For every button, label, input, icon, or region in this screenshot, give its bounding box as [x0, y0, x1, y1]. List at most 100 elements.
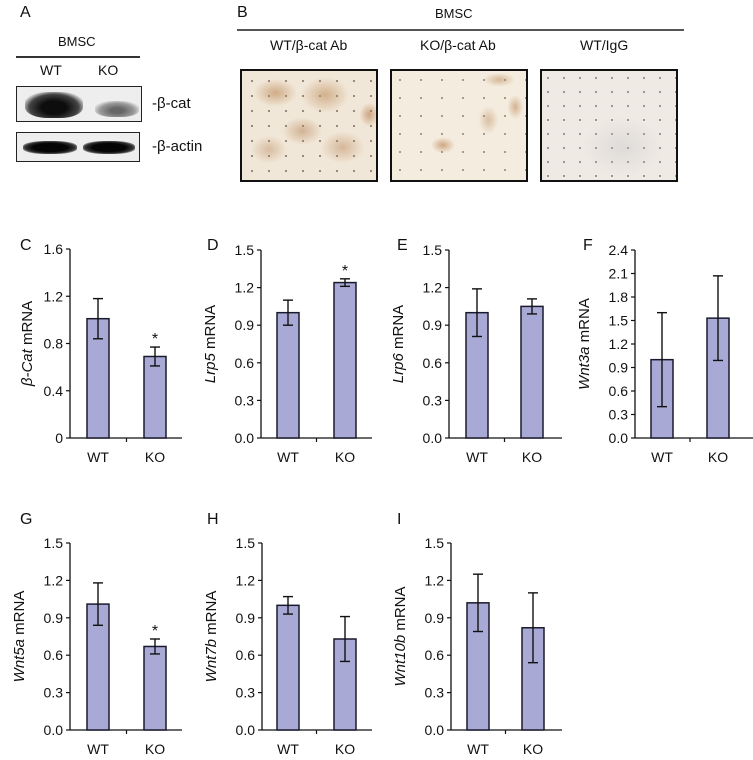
chart-i-y-tick-label: 1.2: [425, 572, 445, 588]
chart-h-bar-wt: [276, 604, 300, 731]
chart-c-significance-star: *: [152, 331, 158, 348]
chart-e-x-label: KO: [522, 449, 542, 465]
chart-g-y-tick-label: 1.5: [44, 535, 64, 551]
chart-i-y-tick-label: 0.6: [425, 647, 445, 663]
chart-h-y-tick-label: 0.0: [236, 722, 256, 738]
panel-b-group-label: BMSC: [435, 6, 473, 21]
chart-d-significance-star: *: [342, 263, 348, 280]
chart-c-y-tick-label: 0: [55, 430, 63, 446]
chart-e-y-label: Lrp6 mRNA: [390, 305, 407, 383]
chart-i-y-label: Wnt10b mRNA: [392, 586, 409, 686]
chart-g-y-label: Wnt5a mRNA: [11, 591, 28, 683]
band-ko-beta-actin: [83, 141, 135, 154]
micro-label-wt-igg: WT/IgG: [580, 37, 629, 53]
chart-e-y-tick-label: 1.5: [423, 242, 443, 258]
chart-i-y-tick-label: 0.9: [425, 610, 445, 626]
chart-d-bar-wt: [276, 311, 300, 439]
chart-c-y-tick-label: 1.2: [44, 288, 64, 304]
panel-e-letter: E: [397, 237, 408, 254]
chart-i-y-tick-label: 1.5: [425, 535, 445, 551]
chart-f-y-tick-label: 2.4: [609, 242, 629, 258]
panel-a-group-label: BMSC: [58, 34, 96, 49]
chart-h-y-tick-label: 0.9: [236, 610, 256, 626]
chart-f-y-tick-label: 0.9: [609, 360, 629, 376]
chart-g-significance-star: *: [152, 623, 158, 640]
micro-label-wt-bcat: WT/β-cat Ab: [270, 37, 348, 53]
lane-label-wt: WT: [40, 62, 62, 78]
chart-f-y-label: Wnt3a mRNA: [576, 298, 593, 390]
chart-e-y-tick-label: 0.0: [423, 430, 443, 446]
panel-c-letter: C: [20, 237, 32, 254]
chart-c-x-label: WT: [87, 449, 109, 465]
chart-g-y-tick-label: 0.3: [44, 685, 64, 701]
lane-label-ko: KO: [98, 62, 119, 78]
chart-g-x-label: KO: [145, 741, 165, 757]
chart-f-y-tick-label: 0.3: [609, 407, 629, 423]
chart-d-bar-ko: [333, 281, 357, 439]
chart-c-y-tick-label: 1.6: [44, 241, 64, 257]
chart-g-x-label: WT: [87, 741, 109, 757]
chart-e-y-tick-label: 0.3: [423, 392, 443, 408]
chart-e-x-label: WT: [466, 449, 488, 465]
chart-e-y-tick-label: 1.2: [423, 280, 443, 296]
panel-b-group-line: [237, 29, 684, 31]
micrograph-wt-igg: [540, 69, 678, 182]
chart-c-bar-ko: [143, 355, 167, 439]
chart-h-x-label: WT: [277, 741, 299, 757]
micrograph-wt-beta-cat: [240, 69, 378, 182]
panel-b-letter: B: [237, 4, 248, 21]
chart-f-x-label: KO: [708, 449, 728, 465]
chart-f-y-tick-label: 2.1: [609, 266, 629, 282]
chart-g-y-tick-label: 0.0: [44, 722, 64, 738]
band-wt-beta-cat: [25, 92, 83, 118]
chart-f-y-tick-label: 1.8: [609, 289, 629, 305]
chart-e-y-tick-label: 0.6: [423, 355, 443, 371]
chart-d-y-label: Lrp5 mRNA: [202, 305, 219, 383]
chart-d-x-label: WT: [277, 449, 299, 465]
chart-c-x-label: KO: [145, 449, 165, 465]
chart-i-x-label: KO: [523, 741, 543, 757]
chart-d-y-tick-label: 1.2: [235, 280, 255, 296]
chart-d-y-tick-label: 0.3: [235, 392, 255, 408]
panel-h-letter: H: [207, 511, 219, 528]
chart-f-y-tick-label: 1.5: [609, 313, 629, 329]
chart-d-y-tick-label: 1.5: [235, 242, 255, 258]
chart-d-y-tick-label: 0.6: [235, 355, 255, 371]
micro-label-ko-bcat: KO/β-cat Ab: [420, 37, 496, 53]
beta-actin-blot: [16, 132, 140, 162]
chart-e-y-tick-label: 0.9: [423, 317, 443, 333]
chart-g-y-tick-label: 0.6: [44, 647, 64, 663]
chart-c-y-label: β-Cat mRNA: [19, 301, 36, 387]
band-ko-beta-cat: [95, 101, 139, 117]
beta-cat-blot: [16, 86, 142, 122]
chart-e-bar-ko: [520, 305, 544, 439]
chart-c-y-tick-label: 0.4: [44, 383, 64, 399]
band-wt-beta-actin: [23, 141, 77, 154]
beta-actin-label: -β-actin: [152, 138, 203, 155]
chart-h-x-label: KO: [335, 741, 355, 757]
chart-f-x-label: WT: [651, 449, 673, 465]
chart-f-y-tick-label: 0.0: [609, 430, 629, 446]
chart-h-y-tick-label: 1.2: [236, 572, 256, 588]
chart-g-bar-ko: [143, 645, 167, 731]
chart-g-y-tick-label: 1.2: [44, 572, 64, 588]
chart-h-y-label: Wnt7b mRNA: [203, 591, 220, 683]
chart-h-y-tick-label: 0.3: [236, 685, 256, 701]
panel-d-letter: D: [207, 237, 219, 254]
chart-c-y-tick-label: 0.8: [44, 336, 64, 352]
panel-f-letter: F: [583, 237, 593, 254]
chart-f-y-tick-label: 1.2: [609, 336, 629, 352]
panel-a-group-line: [16, 56, 140, 58]
chart-i-y-tick-label: 0.3: [425, 685, 445, 701]
micrograph-ko-beta-cat: [390, 69, 528, 182]
chart-f-y-tick-label: 0.6: [609, 383, 629, 399]
panel-i-letter: I: [397, 511, 401, 528]
chart-h-y-tick-label: 1.5: [236, 535, 256, 551]
panel-a-letter: A: [20, 4, 31, 21]
panel-g-letter: G: [20, 511, 32, 528]
beta-cat-label: -β-cat: [152, 95, 191, 112]
chart-d-x-label: KO: [335, 449, 355, 465]
chart-h-y-tick-label: 0.6: [236, 647, 256, 663]
chart-i-x-label: WT: [467, 741, 489, 757]
